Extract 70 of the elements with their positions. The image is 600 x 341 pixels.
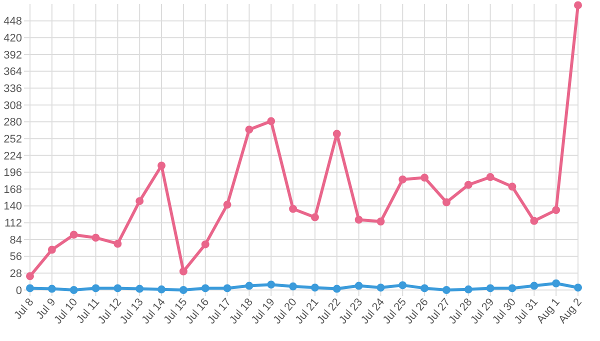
y-tick-label: 308 bbox=[4, 100, 22, 112]
y-tick-label: 448 bbox=[4, 16, 22, 28]
y-tick-label: 168 bbox=[4, 184, 22, 196]
y-tick-label: 364 bbox=[4, 66, 22, 78]
point bbox=[136, 197, 144, 206]
point bbox=[201, 240, 210, 248]
y-tick-label: 420 bbox=[4, 32, 22, 44]
point bbox=[223, 284, 232, 292]
point bbox=[332, 284, 341, 293]
point bbox=[420, 284, 429, 292]
point bbox=[486, 173, 494, 182]
point bbox=[289, 282, 298, 290]
y-tick-label: 84 bbox=[10, 234, 22, 246]
point bbox=[310, 284, 319, 292]
point bbox=[245, 126, 254, 134]
point bbox=[70, 230, 78, 239]
point bbox=[530, 282, 538, 290]
point bbox=[48, 284, 56, 293]
point bbox=[530, 216, 538, 225]
y-tick-label: 336 bbox=[4, 82, 22, 95]
point bbox=[376, 284, 385, 292]
x-tick-label: Jul 8 bbox=[12, 296, 36, 322]
point bbox=[158, 162, 166, 170]
point bbox=[114, 240, 122, 248]
point bbox=[354, 282, 363, 290]
point bbox=[420, 174, 429, 182]
y-tick-label: 56 bbox=[10, 251, 22, 264]
point bbox=[136, 284, 144, 293]
point bbox=[48, 246, 56, 254]
point bbox=[398, 175, 407, 184]
point bbox=[158, 285, 166, 294]
y-tick-label: 112 bbox=[4, 218, 22, 230]
y-tick-label: 392 bbox=[4, 49, 22, 62]
point bbox=[508, 284, 516, 292]
y-tick-label: 140 bbox=[4, 200, 22, 213]
point bbox=[26, 284, 34, 292]
point bbox=[332, 130, 341, 138]
point bbox=[92, 284, 100, 292]
point bbox=[354, 216, 363, 224]
point bbox=[574, 284, 582, 292]
point bbox=[70, 286, 78, 294]
point bbox=[245, 282, 254, 290]
point bbox=[267, 280, 276, 289]
point bbox=[26, 272, 34, 280]
point bbox=[92, 234, 100, 242]
y-tick-label: 224 bbox=[4, 150, 22, 162]
point bbox=[201, 284, 210, 292]
point bbox=[310, 213, 319, 222]
point bbox=[442, 286, 450, 294]
point bbox=[464, 180, 472, 189]
point bbox=[508, 182, 516, 191]
point bbox=[223, 200, 232, 209]
y-tick-label: 28 bbox=[10, 268, 22, 280]
point bbox=[289, 204, 298, 213]
point bbox=[552, 206, 560, 214]
point bbox=[114, 284, 122, 292]
point bbox=[552, 279, 560, 288]
point bbox=[442, 198, 450, 206]
y-tick-label: 196 bbox=[4, 167, 22, 180]
y-tick-label: 252 bbox=[4, 133, 22, 146]
point bbox=[574, 1, 582, 10]
point bbox=[179, 286, 188, 294]
point bbox=[179, 267, 188, 276]
point bbox=[376, 218, 385, 226]
point bbox=[267, 117, 276, 126]
point bbox=[398, 281, 407, 290]
point bbox=[486, 284, 494, 292]
y-tick-label: 0 bbox=[16, 284, 22, 297]
y-tick-label: 280 bbox=[4, 116, 22, 129]
point bbox=[464, 285, 472, 294]
